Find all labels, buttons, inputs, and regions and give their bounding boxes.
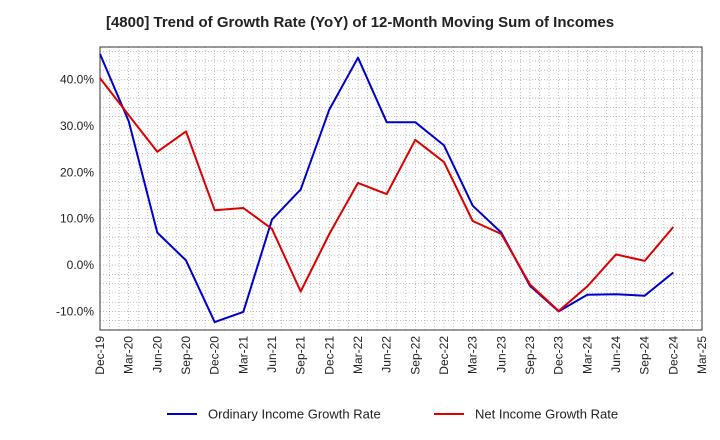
x-tick-label: Dec-22: [437, 336, 451, 375]
y-tick-label: -10.0%: [56, 304, 94, 318]
x-tick-label: Mar-20: [122, 336, 136, 374]
chart-title: [4800] Trend of Growth Rate (YoY) of 12-…: [105, 14, 615, 31]
x-tick-label: Sep-21: [294, 336, 308, 375]
y-tick-label: 20.0%: [60, 165, 94, 179]
x-tick-label: Mar-22: [351, 336, 365, 374]
series-line-2: [99, 77, 675, 312]
y-tick-label: 0.0%: [67, 258, 95, 272]
series-line-1: [99, 53, 674, 324]
y-tick-label: 30.0%: [60, 119, 94, 133]
x-tick-label: Sep-23: [523, 336, 537, 375]
x-tick-label: Mar-25: [695, 336, 709, 374]
y-tick-label: 10.0%: [60, 212, 94, 226]
legend-label-1: Ordinary Income Growth Rate: [208, 407, 381, 422]
x-tick-label: Sep-20: [179, 336, 193, 375]
x-tick-label: Mar-24: [580, 336, 594, 374]
x-tick-label: Dec-20: [208, 336, 222, 375]
x-tick-label: Jun-21: [265, 336, 279, 373]
x-tick-label: Mar-23: [466, 336, 480, 374]
x-tick-label: Jun-20: [150, 336, 164, 373]
legend-label-2: Net Income Growth Rate: [475, 407, 618, 422]
y-tick-label: 40.0%: [60, 72, 94, 86]
x-tick-label: Jun-23: [494, 336, 508, 373]
x-tick-label: Dec-23: [552, 336, 566, 375]
x-tick-label: Dec-21: [322, 336, 336, 375]
plot-border: [99, 46, 703, 331]
x-tick-label: Mar-21: [236, 336, 250, 374]
x-tick-label: Sep-24: [638, 336, 652, 375]
x-tick-label: Jun-24: [609, 336, 623, 373]
x-tick-label: Sep-22: [408, 336, 422, 375]
x-tick-label: Dec-19: [93, 336, 107, 375]
plot-area: [100, 47, 702, 330]
x-tick-label: Dec-24: [666, 336, 680, 375]
x-tick-label: Jun-22: [380, 336, 394, 373]
